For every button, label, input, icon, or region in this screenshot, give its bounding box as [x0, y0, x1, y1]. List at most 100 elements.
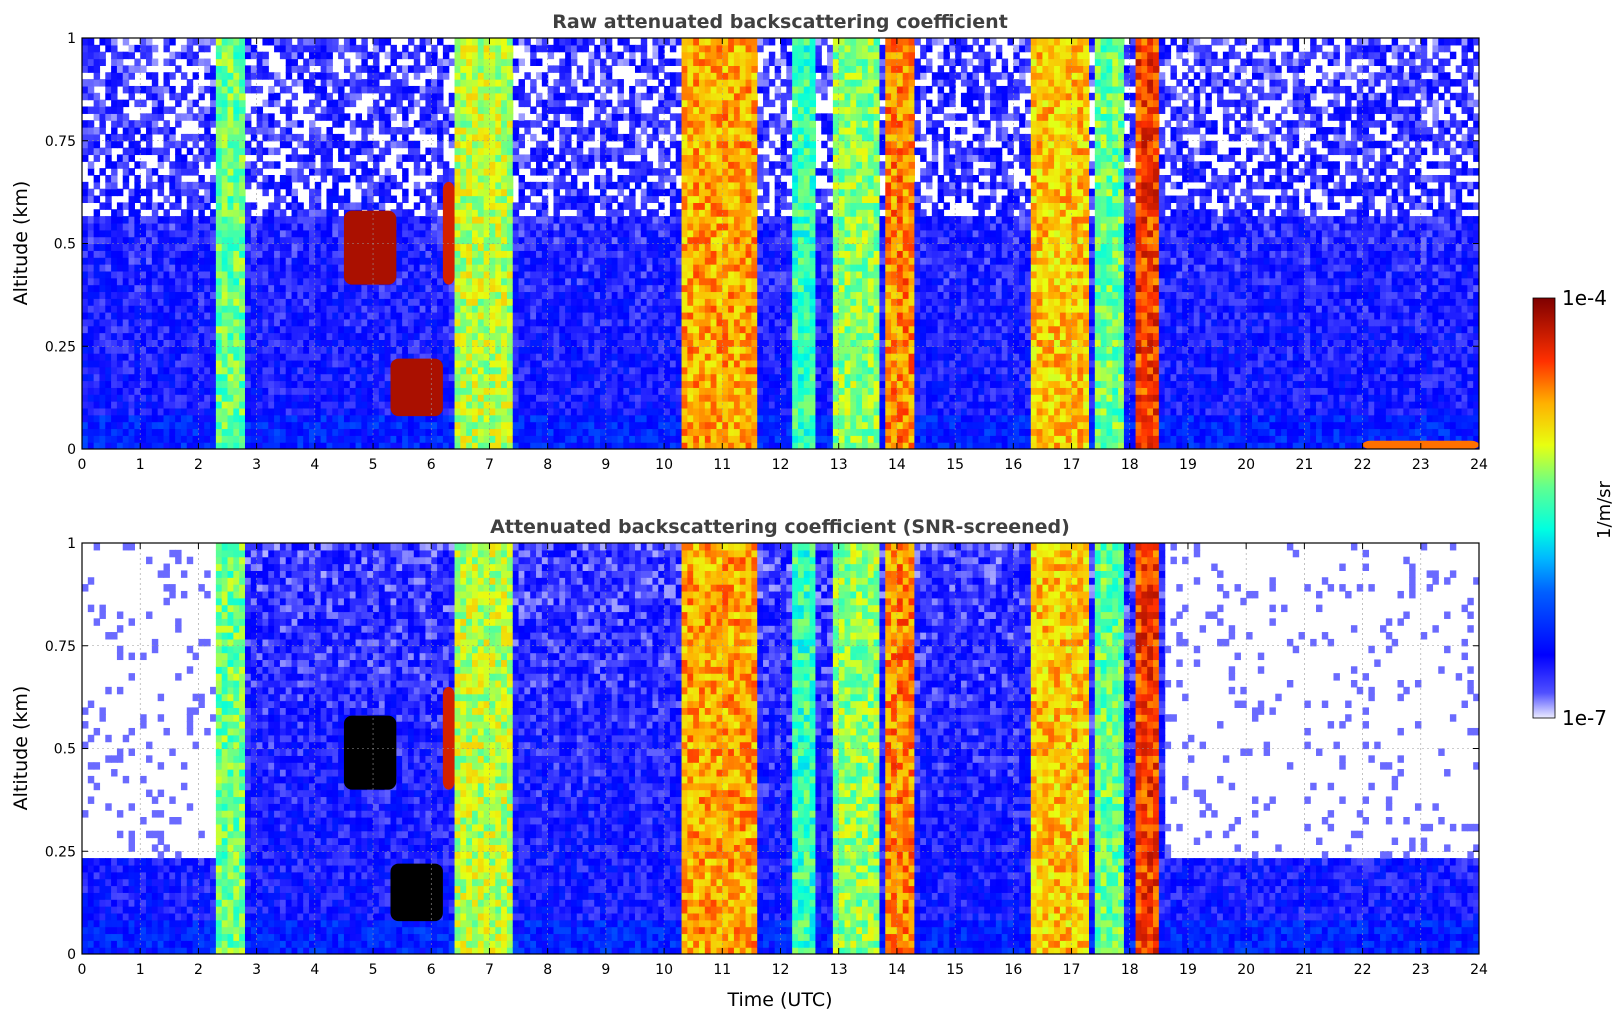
heatmap-cell [547, 222, 555, 231]
heatmap-cell [413, 140, 421, 149]
heatmap-cell [192, 298, 200, 306]
heatmap-cell [541, 195, 549, 203]
heatmap-cell [559, 181, 566, 190]
heatmap-cell [425, 243, 432, 251]
heatmap-cell [128, 394, 135, 402]
heatmap-cell [495, 99, 502, 108]
heatmap-cell [180, 291, 188, 299]
heatmap-cell [536, 394, 543, 402]
heatmap-cell [221, 291, 229, 299]
heatmap-cell [396, 318, 403, 327]
heatmap-cell [99, 353, 106, 361]
heatmap-cell [338, 277, 345, 286]
heatmap-cell [326, 373, 333, 382]
heatmap-cell [378, 202, 386, 210]
heatmap-cell [186, 209, 194, 217]
heatmap-cell [448, 305, 456, 313]
heatmap-cell [367, 305, 374, 313]
heatmap-cell [326, 366, 333, 375]
heatmap-cell [111, 318, 118, 327]
heatmap-cell [501, 414, 508, 423]
heatmap-cell [536, 339, 543, 347]
heatmap-cell [460, 106, 467, 114]
heatmap-cell [570, 353, 578, 361]
heatmap-cell [297, 421, 304, 430]
heatmap-cell [442, 298, 450, 306]
heatmap-cell [285, 291, 293, 299]
heatmap-cell [489, 298, 496, 306]
heatmap-cell [349, 202, 357, 210]
heatmap-cell [501, 147, 508, 156]
heatmap-cell [326, 92, 333, 101]
heatmap-cell [541, 298, 549, 306]
heatmap-cell [378, 92, 386, 101]
heatmap-cell [553, 120, 560, 128]
heatmap-cell [320, 236, 328, 245]
heatmap-cell [483, 216, 491, 224]
heatmap-cell [285, 58, 293, 66]
heatmap-cell [634, 435, 642, 443]
heatmap-cell [256, 257, 264, 265]
heatmap-cell [373, 387, 380, 395]
heatmap-cell [378, 339, 386, 347]
heatmap-cell [471, 277, 479, 286]
heatmap-cell [471, 387, 479, 395]
heatmap-cell [512, 120, 520, 128]
heatmap-cell [338, 435, 345, 443]
heatmap-cell [565, 127, 572, 135]
heatmap-cell [425, 318, 432, 327]
heatmap-cell [547, 380, 555, 388]
heatmap-cell [361, 401, 368, 409]
heatmap-cell [122, 428, 130, 436]
heatmap-cell [378, 394, 386, 402]
heatmap-cell [250, 359, 258, 368]
heatmap-cell [285, 236, 293, 245]
heatmap-cell [146, 291, 153, 299]
heatmap-cell [576, 387, 584, 395]
heatmap-cell [227, 72, 234, 80]
heatmap-cell [384, 339, 392, 347]
heatmap-cell [448, 394, 456, 402]
heatmap-cell [524, 222, 531, 231]
heatmap-cell [326, 229, 333, 238]
heatmap-cell [297, 222, 304, 231]
heatmap-cell [309, 106, 316, 114]
heatmap-cell [309, 236, 316, 245]
heatmap-cell [210, 195, 217, 203]
heatmap-cell [244, 346, 252, 354]
heatmap-cell [565, 401, 572, 409]
heatmap-cell [151, 202, 159, 210]
heatmap-cell [605, 359, 613, 368]
heatmap-cell [134, 44, 141, 53]
heatmap-cell [268, 442, 275, 449]
heatmap-cell [501, 175, 508, 183]
heatmap-cell [233, 181, 240, 190]
heatmap-cell [256, 380, 264, 388]
heatmap-cell [390, 284, 397, 293]
heatmap-cell [367, 188, 374, 197]
heatmap-cell [576, 401, 584, 409]
heatmap-cell [361, 435, 368, 443]
heatmap-cell [384, 332, 392, 340]
heatmap-cell [210, 318, 217, 327]
heatmap-cell [343, 373, 351, 382]
heatmap-cell [233, 229, 240, 238]
heatmap-cell [309, 222, 316, 231]
heatmap-cell [180, 188, 188, 197]
heatmap-cell [570, 147, 578, 156]
heatmap-cell [93, 298, 101, 306]
heatmap-cell [309, 58, 316, 66]
heatmap-cell [512, 387, 520, 395]
heatmap-cell [244, 38, 252, 46]
heatmap-cell [367, 127, 374, 135]
heatmap-cell [495, 65, 502, 73]
heatmap-cell [437, 298, 444, 306]
heatmap-cell [425, 106, 432, 114]
heatmap-cell [437, 106, 444, 114]
heatmap-cell [570, 243, 578, 251]
heatmap-cell [402, 421, 409, 430]
heatmap-cell [541, 407, 549, 416]
heatmap-cell [134, 85, 141, 94]
heatmap-cell [565, 421, 572, 430]
heatmap-cell [431, 188, 438, 197]
